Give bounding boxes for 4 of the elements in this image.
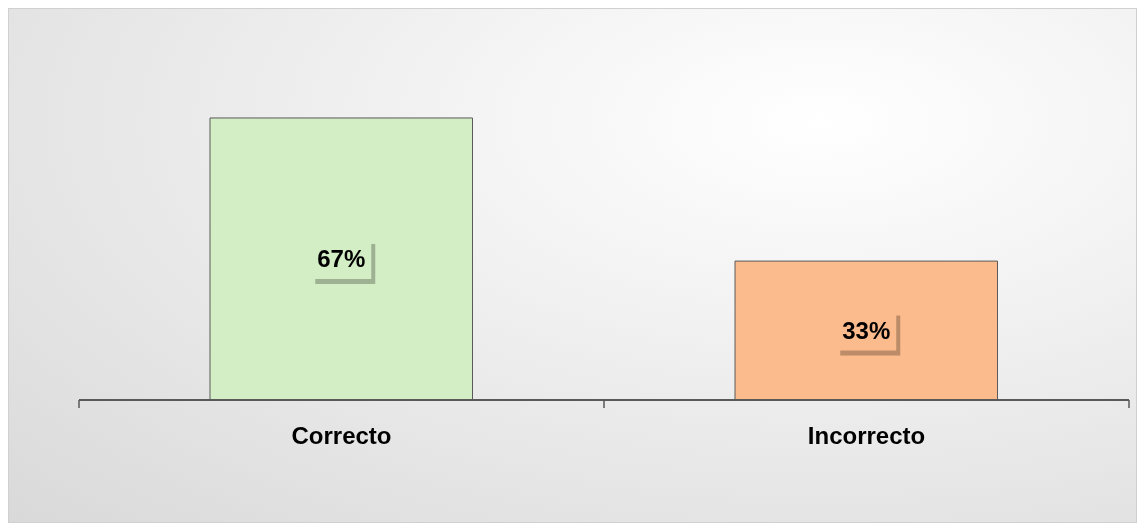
x-tick-label: Incorrecto (807, 422, 926, 449)
data-label: 33% (842, 316, 891, 344)
x-tick-label: Correcto (291, 422, 392, 449)
data-label: 67% (317, 244, 366, 272)
